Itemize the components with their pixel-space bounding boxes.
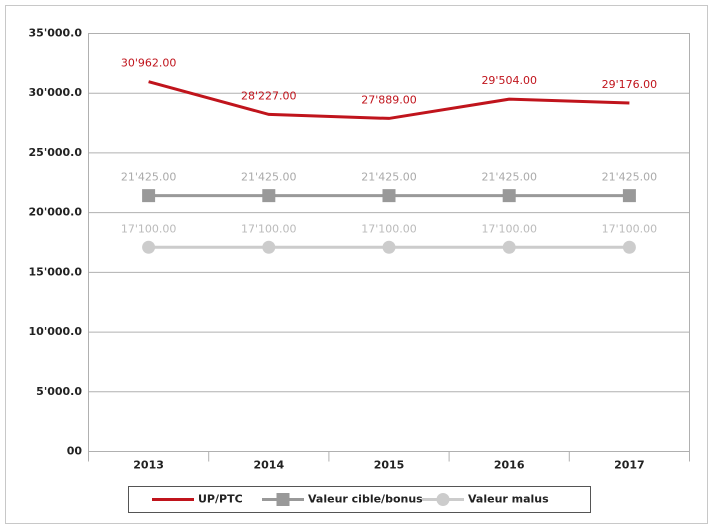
y-tick-label: 00	[67, 445, 83, 458]
point	[262, 240, 276, 254]
legend-label: UP/PTC	[198, 493, 243, 506]
chart-border	[5, 5, 708, 524]
x-tick-label: 2017	[614, 459, 645, 472]
point	[502, 240, 516, 254]
legend-label: Valeur cible/bonus	[308, 493, 423, 506]
x-tick-label: 2015	[374, 459, 405, 472]
data-label: 28'227.00	[241, 89, 297, 102]
data-label: 21'425.00	[361, 171, 417, 184]
y-tick-label: 20'000.0	[29, 206, 83, 219]
data-label: 17'100.00	[602, 222, 658, 235]
data-label: 30'962.00	[121, 57, 177, 70]
y-tick-label: 25'000.0	[29, 146, 83, 159]
point	[142, 189, 156, 203]
data-label: 21'425.00	[481, 171, 537, 184]
point	[382, 240, 396, 254]
point	[502, 189, 516, 203]
y-tick-label: 5'000.0	[36, 385, 82, 398]
data-label: 21'425.00	[602, 171, 658, 184]
point	[262, 189, 276, 203]
data-label: 21'425.00	[121, 171, 177, 184]
point	[622, 240, 636, 254]
y-tick-label: 15'000.0	[29, 265, 83, 278]
point	[142, 240, 156, 254]
data-label: 17'100.00	[121, 222, 177, 235]
y-tick-label: 10'000.0	[29, 325, 83, 338]
data-label: 17'100.00	[481, 222, 537, 235]
series-line	[148, 80, 630, 120]
y-tick-label: 35'000.0	[29, 27, 83, 40]
legend-box	[128, 486, 591, 513]
data-label: 27'889.00	[361, 93, 417, 106]
data-label: 21'425.00	[241, 171, 297, 184]
legend-marker	[276, 493, 290, 506]
y-tick-label: 30'000.0	[29, 86, 83, 99]
point	[382, 189, 396, 203]
legend-label: Valeur malus	[468, 493, 549, 506]
data-label: 17'100.00	[241, 222, 297, 235]
x-tick-label: 2013	[133, 459, 164, 472]
legend-marker	[436, 493, 450, 506]
x-tick-label: 2014	[253, 459, 284, 472]
data-label: 29'504.00	[481, 74, 537, 87]
point	[622, 189, 636, 203]
data-label: 17'100.00	[361, 222, 417, 235]
data-label: 29'176.00	[602, 78, 658, 91]
x-tick-label: 2016	[494, 459, 525, 472]
